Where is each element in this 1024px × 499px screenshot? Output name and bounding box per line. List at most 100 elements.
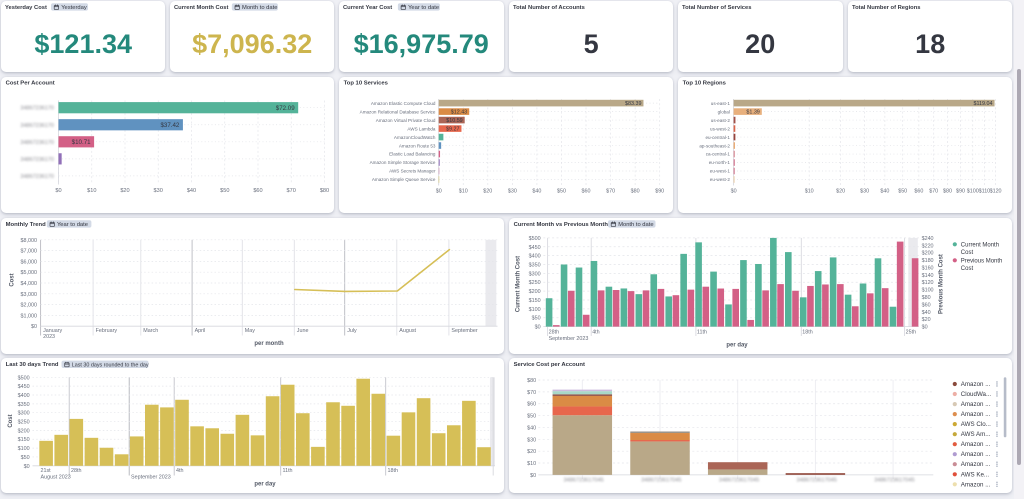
svg-text:Elastic Load Balancing: Elastic Load Balancing [389, 151, 436, 156]
svg-text:Amazon ...: Amazon ... [960, 461, 990, 468]
svg-text:3486723617045: 3486723617045 [563, 478, 603, 484]
svg-text:$60: $60 [921, 302, 930, 308]
svg-text:$10.71: $10.71 [71, 139, 90, 146]
svg-text:Service Cost per Account: Service Cost per Account [513, 362, 584, 368]
svg-text:Amazon ...: Amazon ... [960, 411, 990, 418]
svg-text:global: global [718, 109, 730, 114]
svg-text:$10: $10 [87, 187, 96, 193]
svg-text:Cost: Cost [960, 249, 973, 255]
svg-text:Yesterday Cost: Yesterday Cost [5, 4, 47, 10]
svg-text:$50: $50 [20, 455, 29, 461]
svg-text:Month to date: Month to date [242, 4, 277, 10]
svg-text:February: February [95, 327, 117, 333]
svg-text:$350: $350 [17, 402, 29, 408]
svg-text:eu-north-1: eu-north-1 [709, 160, 731, 165]
svg-text:Current Year Cost: Current Year Cost [343, 4, 392, 10]
svg-text:$80: $80 [921, 295, 930, 301]
svg-text:Cost Per Account: Cost Per Account [5, 80, 54, 86]
svg-text:AWS Clo...: AWS Clo... [960, 421, 990, 428]
svg-text:$60: $60 [253, 187, 262, 193]
svg-text:Current Month Cost: Current Month Cost [174, 4, 228, 10]
svg-text:Previous Month Cost: Previous Month Cost [938, 254, 944, 314]
svg-text:$250: $250 [528, 280, 540, 286]
svg-text:Amazon ...: Amazon ... [960, 401, 990, 408]
svg-text:eu-central-1: eu-central-1 [706, 134, 731, 139]
svg-text:$120: $120 [921, 280, 933, 286]
svg-text:$400: $400 [17, 393, 29, 399]
svg-text:$20: $20 [921, 317, 930, 323]
svg-text:$70: $70 [606, 188, 615, 194]
svg-text:eu-west-1: eu-west-1 [710, 168, 731, 173]
svg-text:$7,096.32: $7,096.32 [192, 29, 312, 59]
svg-text:AmazonCloudWatch: AmazonCloudWatch [394, 134, 436, 139]
svg-text:$5,000: $5,000 [20, 270, 36, 276]
svg-text:$30: $30 [860, 188, 869, 194]
svg-text:$50: $50 [527, 414, 536, 420]
svg-text:Cost: Cost [9, 273, 15, 286]
svg-text:$20: $20 [836, 188, 845, 194]
svg-text:$350: $350 [528, 262, 540, 268]
svg-text:$120: $120 [990, 188, 1002, 194]
svg-text:$80: $80 [319, 187, 328, 193]
svg-text:$90: $90 [656, 188, 665, 194]
svg-text:ap-southeast-2: ap-southeast-2 [699, 143, 730, 148]
svg-text:Last 30 days Trend: Last 30 days Trend [5, 362, 58, 368]
svg-text:$80: $80 [943, 188, 952, 194]
svg-text:$70: $70 [286, 187, 295, 193]
svg-text:$150: $150 [528, 298, 540, 304]
svg-text:$0: $0 [731, 188, 737, 194]
svg-text:$20: $20 [120, 187, 129, 193]
svg-text:$250: $250 [17, 420, 29, 426]
svg-text:$70: $70 [929, 188, 938, 194]
svg-text:$40: $40 [921, 309, 930, 315]
svg-text:4th: 4th [592, 329, 599, 335]
svg-text:September 2023: September 2023 [548, 336, 588, 342]
svg-text:3486723617045: 3486723617045 [641, 478, 681, 484]
svg-text:$200: $200 [921, 250, 933, 256]
svg-text:$50: $50 [898, 188, 907, 194]
svg-text:Amazon Relational Database Ser: Amazon Relational Database Service [360, 109, 436, 114]
svg-text:us-east-2: us-east-2 [711, 117, 731, 122]
svg-text:$200: $200 [17, 429, 29, 435]
svg-text:25th: 25th [905, 329, 915, 335]
svg-text:34867236170: 34867236170 [20, 139, 54, 145]
svg-text:$50: $50 [220, 187, 229, 193]
svg-text:Cost: Cost [960, 265, 973, 271]
svg-text:$0: $0 [55, 187, 61, 193]
svg-text:September 2023: September 2023 [131, 475, 171, 481]
svg-text:$70: $70 [527, 390, 536, 396]
svg-text:$8,000: $8,000 [20, 237, 36, 243]
svg-text:$37.42: $37.42 [160, 122, 179, 129]
svg-text:$100: $100 [528, 306, 540, 312]
svg-text:$50: $50 [557, 188, 566, 194]
svg-text:$80: $80 [527, 378, 536, 384]
svg-text:$0: $0 [436, 188, 442, 194]
svg-text:$20: $20 [527, 449, 536, 455]
svg-text:January: January [43, 327, 62, 333]
svg-text:AWS Secrets Manager: AWS Secrets Manager [389, 168, 436, 173]
svg-text:$100: $100 [967, 188, 979, 194]
svg-text:Amazon ...: Amazon ... [960, 381, 990, 388]
svg-text:$83.39: $83.39 [625, 101, 641, 107]
svg-text:$100: $100 [17, 446, 29, 452]
svg-text:Total Number of Services: Total Number of Services [682, 4, 751, 10]
svg-text:$60: $60 [527, 402, 536, 408]
svg-text:18th: 18th [802, 329, 812, 335]
svg-text:June: June [296, 327, 308, 333]
svg-text:August 2023: August 2023 [40, 475, 70, 481]
svg-text:March: March [143, 327, 158, 333]
svg-text:21st: 21st [40, 468, 51, 474]
svg-text:Current Month: Current Month [960, 242, 998, 248]
svg-text:3486723617045: 3486723617045 [874, 478, 914, 484]
svg-text:$3,000: $3,000 [20, 291, 36, 297]
svg-text:ca-central-1: ca-central-1 [706, 151, 731, 156]
svg-text:$1,000: $1,000 [20, 313, 36, 319]
svg-text:Amazon ...: Amazon ... [960, 441, 990, 448]
svg-text:$10: $10 [805, 188, 814, 194]
svg-text:$450: $450 [528, 244, 540, 250]
svg-text:July: July [347, 327, 357, 333]
svg-text:eu-west-2: eu-west-2 [710, 177, 731, 182]
svg-text:34867236170: 34867236170 [20, 156, 54, 162]
svg-text:$40: $40 [533, 188, 542, 194]
svg-text:Current Month Cost: Current Month Cost [515, 256, 521, 312]
